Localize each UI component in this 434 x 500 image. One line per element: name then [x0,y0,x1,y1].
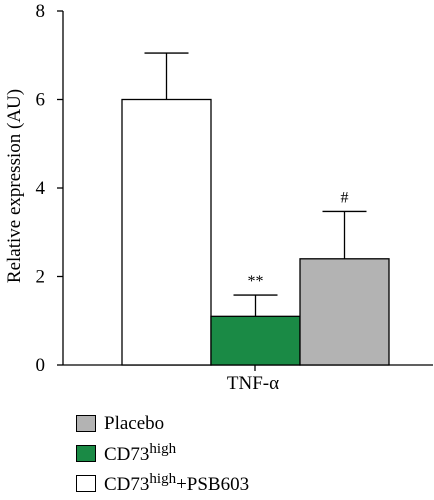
legend-swatch-placebo [76,414,96,432]
legend-item-cd73high: CD73high [76,438,249,468]
legend-label-cd73high-psb603: CD73high+PSB603 [104,471,250,495]
bar [210,315,301,366]
y-tick-label: 0 [36,355,46,376]
x-category-label: TNF-α [227,373,279,394]
legend: Placebo CD73high CD73high+PSB603 [76,408,249,498]
legend-label-placebo: Placebo [104,412,165,434]
legend-swatch-cd73high [76,444,96,462]
significance-label: # [341,189,349,206]
y-tick-label: 8 [36,1,46,22]
y-tick-label: 4 [36,178,46,199]
legend-swatch-cd73high-psb603 [76,474,96,492]
legend-item-cd73high-psb603: CD73high+PSB603 [76,468,249,498]
y-tick-label: 2 [36,267,46,288]
significance-label: ** [248,273,264,290]
y-tick-label: 6 [36,90,46,111]
legend-item-placebo: Placebo [76,408,249,438]
legend-label-cd73high: CD73high [104,441,177,465]
bar [121,98,212,366]
bar-chart: 0 2 4 6 8 ** # Relative expression (AU) TNF-α [4,1,433,394]
y-axis-label: Relative expression (AU) [4,89,25,283]
bar [299,258,390,366]
bars: ** # [121,52,390,366]
